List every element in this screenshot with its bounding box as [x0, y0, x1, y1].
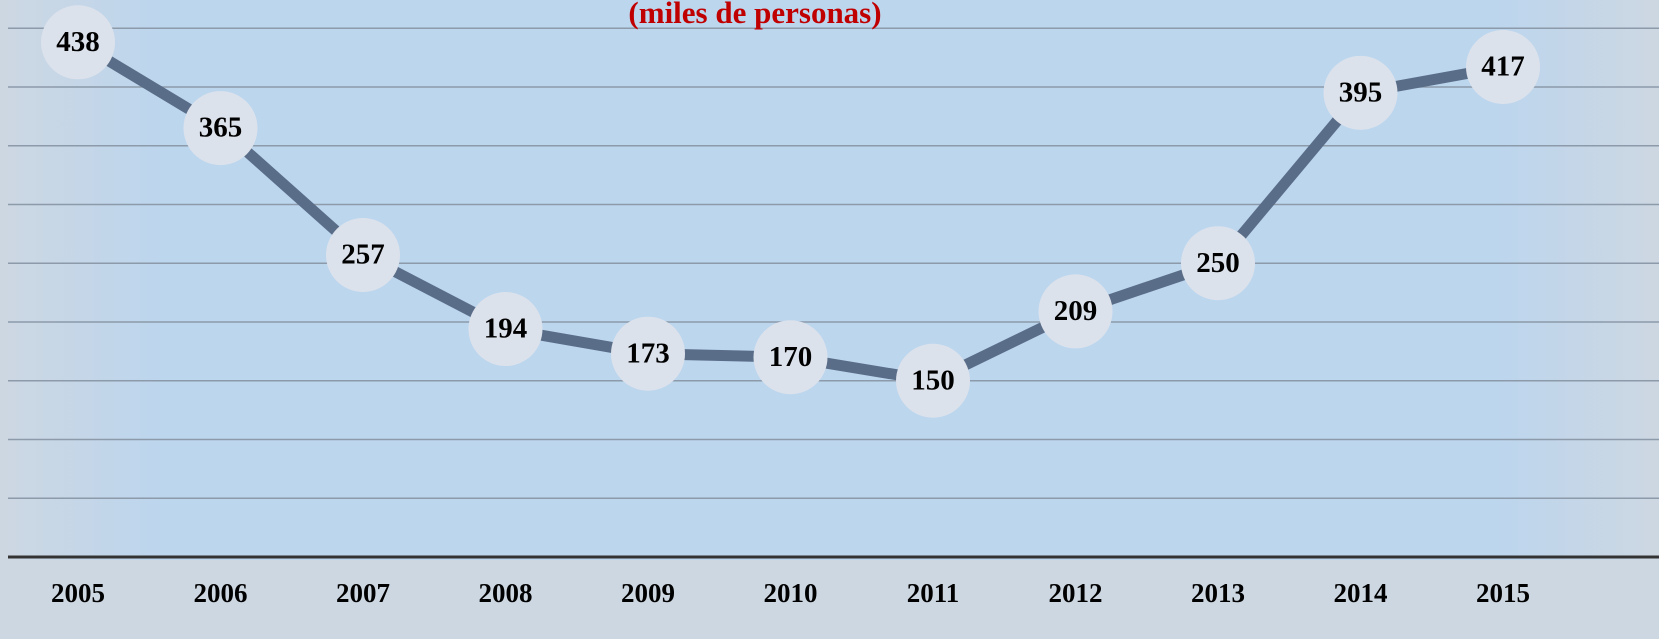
x-tick-label: 2010: [764, 578, 818, 608]
data-label: 417: [1481, 51, 1525, 83]
point-marker: [1323, 55, 1398, 130]
point-marker: [1466, 29, 1540, 104]
x-tick-label: 2005: [51, 578, 105, 608]
point-marker: [41, 5, 115, 80]
axis-band: [0, 560, 1659, 639]
data-label: 365: [199, 112, 243, 144]
chart-title: (miles de personas): [628, 0, 881, 30]
x-tick-label: 2015: [1476, 578, 1530, 608]
data-label: 170: [769, 341, 813, 373]
data-label: 173: [626, 337, 670, 369]
point-marker: [326, 217, 400, 292]
point-marker: [1181, 226, 1255, 301]
point-marker: [896, 343, 970, 418]
data-label: 395: [1339, 76, 1383, 108]
data-label: 250: [1196, 247, 1240, 279]
data-label: 150: [911, 364, 955, 396]
point-marker: [611, 316, 685, 391]
x-tick-label: 2014: [1334, 578, 1388, 608]
x-tick-label: 2008: [479, 578, 533, 608]
x-tick-label: 2007: [336, 578, 390, 608]
point-marker: [753, 320, 828, 395]
point-marker: [1038, 274, 1113, 349]
x-tick-label: 2011: [907, 578, 960, 608]
x-tick-label: 2012: [1049, 578, 1103, 608]
point-marker: [468, 292, 543, 367]
point-marker: [183, 91, 258, 166]
x-tick-label: 2006: [194, 578, 248, 608]
x-tick-label: 2013: [1191, 578, 1245, 608]
x-tick-label: 2009: [621, 578, 675, 608]
data-label: 438: [56, 26, 100, 58]
data-label: 257: [341, 239, 385, 271]
data-label: 209: [1054, 295, 1098, 327]
data-label: 194: [484, 313, 528, 345]
